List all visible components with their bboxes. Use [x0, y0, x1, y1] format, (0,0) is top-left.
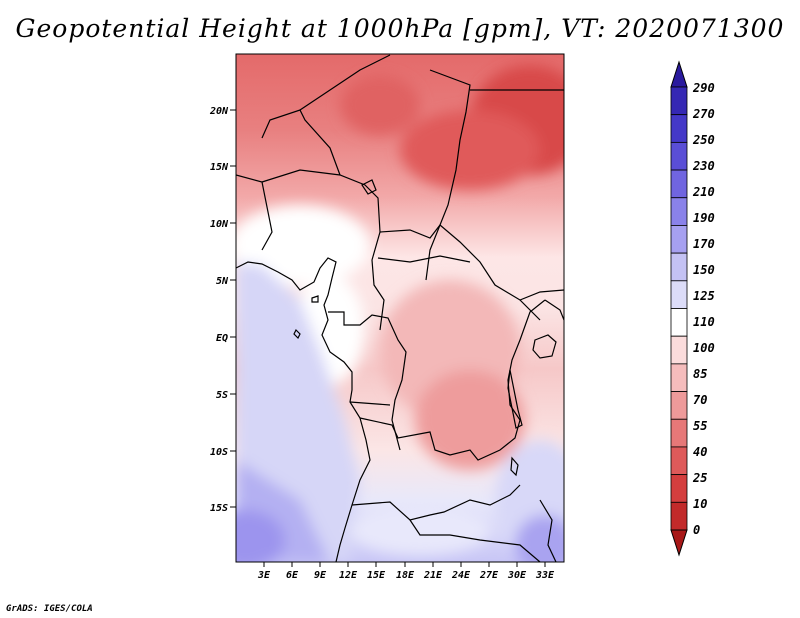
lon-axis: 3E 6E 9E 12E 15E 18E 21E 24E 27E 30E 33E [257, 562, 555, 581]
border [539, 499, 557, 562]
island [311, 295, 319, 303]
lat-label-5n: 5N [216, 276, 229, 287]
border [328, 311, 407, 451]
colorbar-cell [670, 501, 688, 531]
colorbar-label-40: 40 [693, 445, 707, 459]
lon-label-12e: 12E [339, 570, 358, 581]
colorbar-label-0: 0 [693, 523, 700, 537]
lake-victoria [532, 334, 557, 359]
colorbar-bottom-arrow [670, 529, 688, 557]
colorbar-label-290: 290 [692, 81, 715, 95]
lake-malawi [510, 456, 519, 477]
lat-label-eq: EQ [216, 333, 228, 344]
lon-label-6e: 6E [286, 570, 299, 581]
border [236, 174, 273, 251]
colorbar-cell [670, 169, 688, 199]
colorbar-label-100: 100 [693, 341, 715, 355]
lat-label-10n: 10N [210, 219, 229, 230]
colorbar-label-85: 85 [693, 367, 707, 381]
colorbar-top-arrow [670, 60, 688, 88]
colorbar-label-150: 150 [693, 263, 715, 277]
height-field [236, 54, 564, 562]
lake-chad [361, 179, 377, 195]
border [261, 109, 341, 176]
colorbar-cells [670, 86, 688, 531]
colorbar-cell [670, 474, 688, 503]
colorbar-label-25: 25 [692, 471, 707, 485]
colorbar-cell [670, 335, 688, 365]
border [379, 224, 564, 301]
lake-tanganyika [507, 369, 523, 429]
lon-label-30e: 30E [507, 570, 527, 581]
lon-label-9e: 9E [314, 570, 327, 581]
map-frame [235, 53, 565, 563]
colorbar: 290 270 250 230 210 190 170 150 125 110 … [670, 60, 715, 557]
colorbar-cell [670, 114, 688, 143]
colorbar-cell [670, 363, 688, 392]
border [299, 54, 391, 111]
border [519, 299, 541, 321]
lon-label-24e: 24E [451, 570, 471, 581]
lon-label-33e: 33E [535, 570, 555, 581]
coastlines-borders [236, 54, 564, 562]
colorbar-label-125: 125 [693, 289, 715, 303]
colorbar-cell [670, 391, 688, 420]
colorbar-cell [670, 225, 688, 254]
border [429, 69, 471, 226]
colorbar-label-190: 190 [693, 211, 715, 225]
island [293, 328, 301, 340]
border [544, 299, 564, 321]
lat-label-5s: 5S [216, 390, 228, 401]
lon-label-21e: 21E [423, 570, 443, 581]
lon-label-27e: 27E [479, 570, 499, 581]
border [359, 299, 546, 461]
border [351, 484, 521, 521]
colorbar-cell [670, 197, 688, 226]
colorbar-cell [670, 252, 688, 282]
colorbar-label-55: 55 [693, 419, 707, 433]
lat-label-10s: 10S [210, 447, 228, 458]
lon-label-3e: 3E [257, 570, 271, 581]
colorbar-cell [670, 86, 688, 116]
colorbar-label-10: 10 [693, 497, 707, 511]
border [409, 519, 541, 562]
colorbar-label-250: 250 [692, 133, 715, 147]
colorbar-label-210: 210 [692, 185, 715, 199]
colorbar-cell [670, 280, 688, 309]
border [261, 169, 385, 331]
lon-label-15e: 15E [367, 570, 386, 581]
colorbar-cell [670, 141, 688, 171]
grads-credit: GrADS: IGES/COLA [6, 604, 93, 614]
colorbar-label-70: 70 [693, 393, 707, 407]
border [349, 401, 391, 406]
colorbar-label-170: 170 [693, 237, 715, 251]
coastline [236, 257, 371, 562]
border [377, 255, 471, 263]
colorbar-label-230: 230 [692, 159, 715, 173]
lat-label-15n: 15N [210, 162, 229, 173]
lat-axis: 20N 15N 10N 5N EQ 5S 10S 15S [209, 106, 236, 514]
lon-label-18e: 18E [396, 570, 415, 581]
colorbar-label-110: 110 [693, 315, 715, 329]
colorbar-label-270: 270 [692, 107, 715, 121]
lat-label-20n: 20N [209, 106, 229, 117]
border [425, 224, 441, 281]
colorbar-cell [670, 308, 688, 337]
lat-label-15s: 15S [210, 503, 228, 514]
colorbar-cell [670, 446, 688, 476]
colorbar-cell [670, 418, 688, 448]
chart-title: Geopotential Height at 1000hPa [gpm], VT… [15, 14, 785, 43]
